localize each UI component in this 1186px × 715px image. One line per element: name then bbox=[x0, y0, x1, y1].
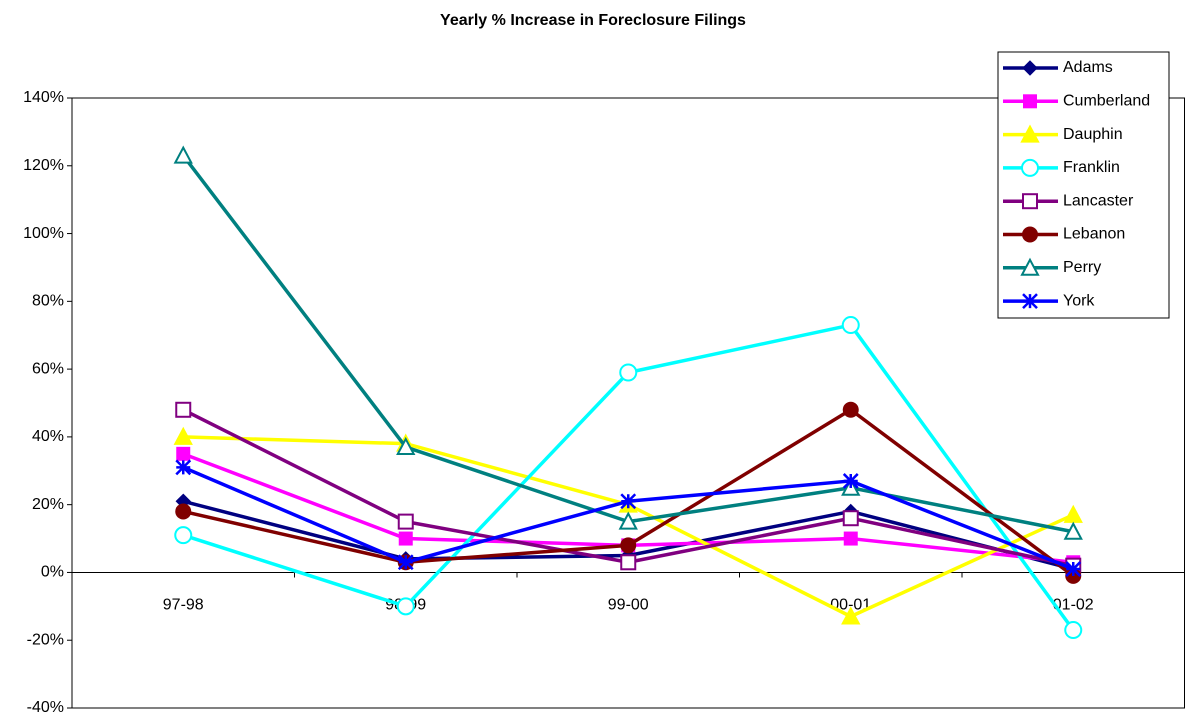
legend-marker bbox=[1022, 293, 1038, 309]
marker bbox=[619, 363, 638, 382]
marker bbox=[1065, 561, 1082, 577]
y-tick-label: 80% bbox=[32, 293, 64, 310]
y-tick-label: 20% bbox=[32, 496, 64, 513]
marker bbox=[174, 526, 193, 545]
legend-marker bbox=[1022, 226, 1038, 243]
marker bbox=[1064, 621, 1083, 640]
marker bbox=[396, 436, 416, 456]
marker bbox=[175, 503, 192, 520]
x-tick-label: 99-00 bbox=[608, 597, 649, 614]
y-tick-label: -20% bbox=[27, 631, 64, 648]
legend-label: Lancaster bbox=[1063, 192, 1134, 209]
y-tick-label: 0% bbox=[41, 564, 64, 581]
marker bbox=[842, 473, 859, 489]
legend-marker bbox=[1021, 158, 1039, 177]
marker bbox=[175, 459, 192, 476]
legend-label: Franklin bbox=[1063, 159, 1120, 176]
marker bbox=[842, 401, 859, 418]
legend-label: Dauphin bbox=[1063, 126, 1123, 143]
plot-area bbox=[71, 97, 1185, 709]
marker bbox=[397, 554, 414, 571]
marker bbox=[841, 606, 861, 625]
chart-title: Yearly % Increase in Foreclosure Filings bbox=[440, 12, 746, 29]
marker bbox=[396, 597, 415, 616]
legend-marker bbox=[1022, 60, 1038, 76]
legend-label: York bbox=[1063, 292, 1095, 309]
legend-marker bbox=[1022, 193, 1038, 210]
legend-label: Lebanon bbox=[1063, 226, 1125, 243]
legend-label: Adams bbox=[1063, 59, 1113, 76]
y-tick-label: 100% bbox=[23, 225, 64, 242]
marker bbox=[843, 531, 858, 546]
marker bbox=[1063, 504, 1083, 523]
x-tick-label: 01-02 bbox=[1053, 597, 1094, 614]
y-tick-label: 40% bbox=[32, 428, 64, 445]
marker bbox=[620, 493, 637, 510]
marker bbox=[397, 513, 414, 530]
legend-marker bbox=[1020, 257, 1040, 276]
marker bbox=[842, 510, 859, 527]
marker bbox=[841, 316, 860, 335]
y-tick-label: 60% bbox=[32, 360, 64, 377]
y-tick-label: 120% bbox=[23, 157, 64, 174]
marker bbox=[620, 537, 637, 554]
legend-label: Cumberland bbox=[1063, 93, 1150, 110]
marker bbox=[173, 145, 193, 164]
x-tick-label: 97-98 bbox=[163, 597, 204, 614]
legend-marker bbox=[1020, 124, 1040, 143]
y-tick-label: 140% bbox=[23, 89, 64, 106]
marker bbox=[620, 554, 637, 571]
marker bbox=[175, 401, 192, 418]
marker bbox=[173, 426, 193, 445]
legend-marker bbox=[1023, 94, 1037, 109]
marker bbox=[618, 511, 638, 530]
marker bbox=[398, 531, 413, 546]
marker bbox=[1063, 521, 1083, 540]
legend-label: Perry bbox=[1063, 259, 1101, 276]
marker bbox=[176, 446, 191, 461]
y-tick-label: -40% bbox=[27, 699, 64, 715]
